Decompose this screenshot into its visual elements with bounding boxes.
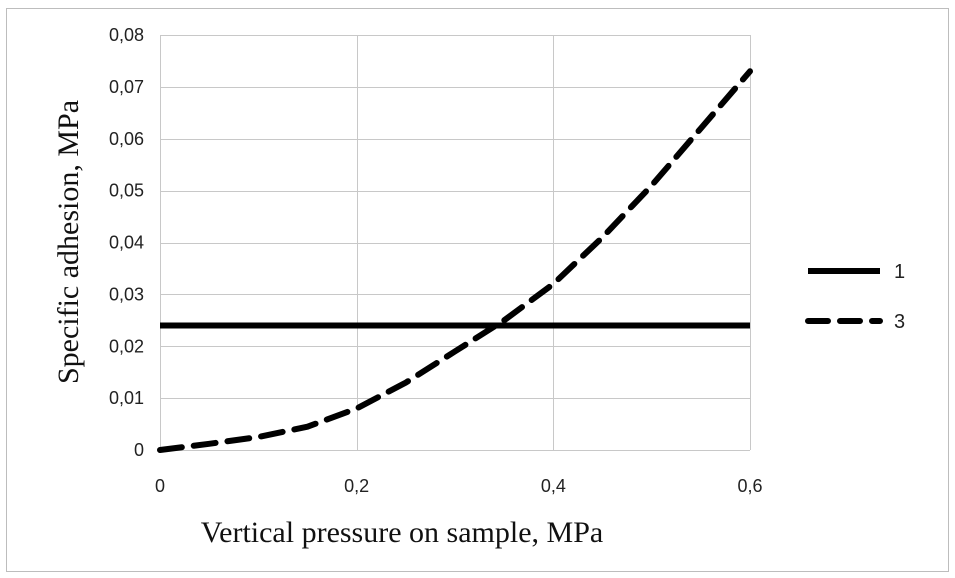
y-tick-label: 0,03 <box>109 284 144 304</box>
series-layer <box>157 68 753 453</box>
y-tick-label: 0,05 <box>109 181 144 201</box>
x-tick-label: 0,6 <box>737 476 762 496</box>
x-tick-label: 0,4 <box>541 476 566 496</box>
grid <box>160 35 751 451</box>
legend-label-1: 1 <box>894 261 905 283</box>
y-tick-label: 0,01 <box>109 388 144 408</box>
y-tick-label: 0,04 <box>109 233 144 253</box>
tick-labels: 0 0,01 0,02 0,03 0,04 0,05 0,06 0,07 0,08 0 0,2 0,4… <box>109 25 763 496</box>
series-3-line <box>157 68 753 453</box>
legend: 13 <box>805 261 905 333</box>
x-axis-title: Vertical pressure on sample, MPa <box>201 516 603 549</box>
y-tick-label: 0,07 <box>109 77 144 97</box>
legend-label-3: 3 <box>894 311 905 333</box>
x-tick-label: 0 <box>155 476 165 496</box>
x-tick-label: 0,2 <box>344 476 369 496</box>
y-tick-label: 0,06 <box>109 129 144 149</box>
chart-frame <box>6 8 949 572</box>
y-axis-title: Specific adhesion, MPa <box>52 100 85 384</box>
y-tick-label: 0 <box>134 440 144 460</box>
y-tick-label: 0,02 <box>109 336 144 356</box>
y-tick-label: 0,08 <box>109 25 144 45</box>
